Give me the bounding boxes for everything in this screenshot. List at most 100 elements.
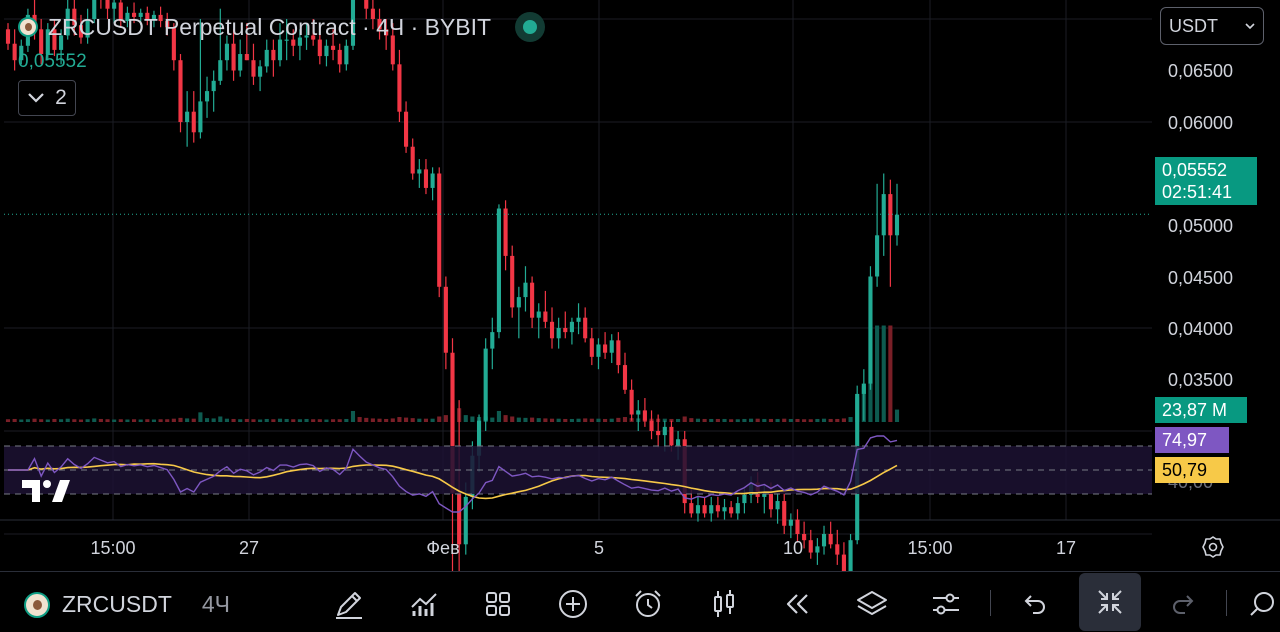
plus-circle-icon: [559, 590, 587, 618]
volume-bar: [98, 418, 103, 422]
volume-bar: [151, 419, 157, 422]
candle-body: [782, 501, 787, 526]
candle-body: [841, 554, 846, 572]
volume-bar: [297, 419, 302, 422]
candle-body: [277, 39, 283, 61]
volume-bar: [191, 418, 196, 422]
candle-body: [815, 546, 820, 553]
candle-body: [350, 0, 356, 46]
price-axis-label: 0,05000: [1168, 216, 1234, 236]
candle-body: [868, 276, 873, 384]
candle-body: [231, 43, 236, 71]
volume-bar: [410, 418, 415, 422]
candle-body: [636, 410, 641, 415]
alert-button[interactable]: [628, 584, 668, 624]
collapse-arrows-icon: [1098, 590, 1122, 614]
candle-body: [695, 505, 701, 514]
indicators-button[interactable]: [404, 584, 444, 624]
candles-icon: [714, 590, 734, 617]
candle-body: [185, 111, 190, 122]
volume-bar: [344, 418, 349, 422]
candle-body: [669, 426, 674, 446]
volume-bar: [735, 419, 740, 422]
candle-body: [523, 282, 528, 298]
volume-bar: [729, 419, 734, 422]
layouts-button[interactable]: [478, 584, 518, 624]
volume-bar: [510, 416, 515, 422]
volume-bar: [324, 419, 329, 422]
currency-select[interactable]: USDT: [1160, 7, 1264, 45]
volume-bar: [291, 419, 296, 422]
candle-body: [271, 49, 276, 61]
volume-bar: [662, 418, 667, 422]
volume-bar: [430, 418, 435, 422]
candle-body: [430, 173, 435, 188]
market-status-icon[interactable]: [515, 12, 546, 42]
redo-icon: [1173, 595, 1194, 614]
layers-button[interactable]: [852, 584, 892, 624]
candle-body: [397, 64, 402, 112]
toolbar-divider: [990, 590, 991, 616]
volume-bar: [808, 419, 813, 422]
candle-body: [828, 534, 833, 545]
candle-body: [251, 60, 256, 77]
candle-body: [131, 12, 137, 17]
volume-bar: [875, 325, 880, 422]
candle-body: [516, 297, 521, 308]
volume-bar: [516, 417, 521, 422]
chart-title[interactable]: ZRCUSDT Perpetual Contract · 4Ч · BYBIT: [48, 13, 492, 40]
undo-button[interactable]: [1014, 584, 1054, 624]
candle-body: [463, 496, 468, 545]
volume-bar: [523, 417, 528, 422]
candle-body: [603, 344, 608, 353]
candle-body: [211, 80, 216, 92]
volume-bar: [437, 416, 442, 422]
coin-logo-icon: [18, 17, 38, 37]
time-axis-label: 17: [1055, 538, 1077, 558]
candle-body: [437, 173, 442, 287]
redo-button[interactable]: [1164, 584, 1204, 624]
bar-countdown: 02:51:41: [1162, 182, 1233, 202]
bar-style-button[interactable]: [704, 584, 744, 624]
candle-body: [344, 45, 349, 65]
volume-bar: [92, 418, 97, 422]
candle-body: [549, 321, 555, 339]
candle-body: [788, 519, 793, 526]
candle-body: [768, 492, 774, 510]
candle-body: [576, 317, 581, 322]
volume-bar: [52, 418, 57, 422]
indicators-toggle-button[interactable]: 2: [18, 80, 76, 116]
volume-bar: [85, 419, 90, 422]
candle-body: [881, 194, 886, 236]
candle-body: [324, 45, 329, 57]
add-button[interactable]: [553, 584, 593, 624]
candle-body: [689, 503, 694, 514]
volume-bar: [251, 419, 256, 422]
candle-body: [218, 60, 223, 81]
settings-button[interactable]: [926, 584, 966, 624]
fullscreen-exit-button[interactable]: [1079, 573, 1141, 631]
volume-bar: [118, 419, 123, 422]
settings-gear-icon[interactable]: [1201, 535, 1225, 559]
volume-bar: [238, 419, 243, 422]
candle-body: [735, 503, 740, 514]
drawing-tool-button[interactable]: [329, 584, 369, 624]
volume-bar: [563, 418, 568, 422]
volume-bar: [828, 418, 833, 422]
candle-body: [530, 282, 535, 318]
candle-body: [224, 43, 229, 61]
tradingview-logo-icon[interactable]: [22, 478, 70, 504]
candle-body: [125, 12, 130, 22]
candle-body: [284, 39, 289, 41]
candle-body: [875, 235, 880, 277]
candle-body: [390, 35, 395, 65]
timeframe-label[interactable]: 4Ч: [201, 591, 231, 617]
volume-bar: [530, 417, 535, 422]
more-tools-button[interactable]: [1246, 584, 1280, 624]
candle-body: [417, 169, 422, 174]
replay-button[interactable]: [777, 584, 817, 624]
candle-body: [85, 19, 90, 38]
volume-bar: [198, 412, 203, 422]
symbol-selector[interactable]: ZRCUSDT 4Ч: [24, 591, 230, 618]
